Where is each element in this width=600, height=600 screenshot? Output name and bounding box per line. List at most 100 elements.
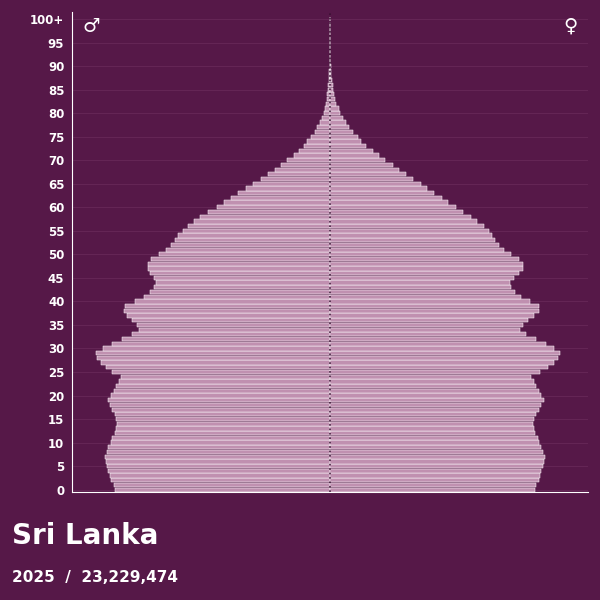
Bar (139, 328, 330, 332)
Bar (330, 177, 413, 181)
Bar (330, 233, 493, 238)
Bar (329, 73, 330, 77)
Bar (330, 455, 545, 459)
Bar (330, 257, 519, 261)
Bar (157, 280, 330, 285)
Text: 2025  /  23,229,474: 2025 / 23,229,474 (12, 570, 178, 585)
Bar (330, 389, 539, 393)
Bar (330, 238, 495, 242)
Bar (121, 374, 330, 379)
Bar (112, 370, 330, 374)
Bar (135, 299, 330, 304)
Bar (109, 445, 330, 449)
Bar (113, 483, 330, 487)
Bar (330, 134, 358, 139)
Bar (137, 323, 330, 327)
Bar (253, 182, 330, 186)
Bar (330, 219, 477, 224)
Bar (159, 252, 330, 256)
Bar (330, 252, 511, 256)
Bar (330, 73, 331, 77)
Bar (330, 365, 548, 370)
Bar (330, 130, 353, 134)
Bar (330, 464, 542, 468)
Bar (307, 139, 330, 143)
Bar (330, 356, 558, 360)
Bar (330, 139, 361, 143)
Bar (330, 351, 560, 355)
Bar (330, 427, 534, 431)
Bar (330, 271, 519, 275)
Bar (103, 346, 330, 350)
Bar (261, 177, 330, 181)
Bar (150, 290, 330, 294)
Bar (304, 144, 330, 148)
Bar (238, 191, 330, 195)
Bar (326, 101, 330, 106)
Bar (172, 243, 330, 247)
Bar (330, 422, 533, 426)
Bar (101, 361, 330, 365)
Bar (330, 187, 427, 191)
Bar (97, 356, 330, 360)
Bar (112, 341, 330, 346)
Bar (328, 97, 330, 101)
Bar (330, 158, 385, 163)
Bar (113, 389, 330, 393)
Bar (148, 266, 330, 271)
Bar (106, 365, 330, 370)
Bar (330, 407, 539, 412)
Bar (110, 473, 330, 478)
Bar (116, 417, 330, 421)
Bar (330, 403, 541, 407)
Bar (311, 134, 330, 139)
Bar (330, 280, 510, 285)
Bar (281, 163, 330, 167)
Bar (124, 309, 330, 313)
Bar (111, 478, 330, 482)
Bar (330, 92, 334, 97)
Bar (330, 379, 534, 383)
Bar (109, 398, 330, 403)
Bar (208, 210, 330, 214)
Bar (119, 379, 330, 383)
Bar (330, 97, 335, 101)
Bar (330, 370, 540, 374)
Bar (330, 417, 534, 421)
Bar (330, 394, 541, 398)
Bar (330, 210, 463, 214)
Bar (330, 346, 554, 350)
Bar (324, 111, 330, 115)
Bar (200, 215, 330, 219)
Bar (111, 440, 330, 445)
Bar (317, 125, 330, 130)
Bar (188, 224, 330, 228)
Bar (230, 196, 330, 200)
Bar (133, 318, 330, 322)
Bar (109, 469, 330, 473)
Bar (330, 361, 554, 365)
Bar (330, 224, 484, 228)
Bar (330, 106, 339, 110)
Bar (166, 248, 330, 252)
Bar (287, 158, 330, 163)
Bar (330, 450, 542, 454)
Bar (330, 182, 421, 186)
Bar (330, 83, 332, 87)
Bar (325, 106, 330, 110)
Bar (110, 403, 330, 407)
Bar (330, 341, 547, 346)
Bar (330, 488, 535, 492)
Bar (320, 121, 330, 125)
Text: ♂: ♂ (82, 17, 100, 36)
Bar (96, 351, 330, 355)
Bar (330, 412, 536, 416)
Bar (330, 172, 406, 176)
Bar (175, 238, 330, 242)
Bar (106, 459, 330, 464)
Bar (150, 271, 330, 275)
Bar (330, 276, 514, 280)
Bar (107, 464, 330, 468)
Bar (330, 163, 393, 167)
Bar (330, 205, 456, 209)
